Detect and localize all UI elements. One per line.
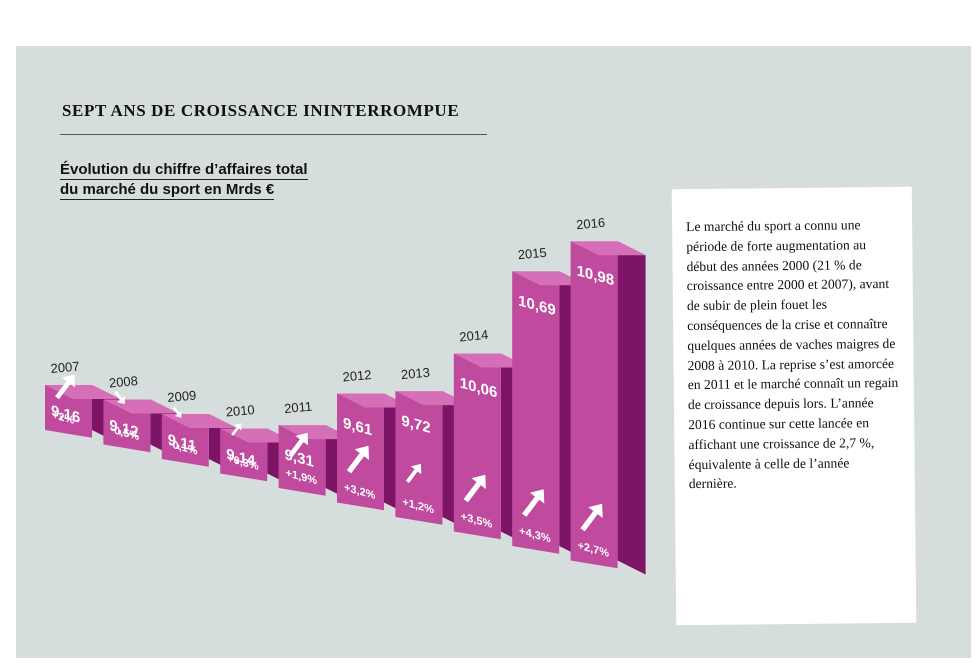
bar-top-face: [220, 428, 296, 443]
bar-year-label: 2015: [517, 245, 547, 262]
chart-subtitle-line-2: du marché du sport en Mrds €: [60, 181, 275, 200]
bar-year-label: 2013: [400, 365, 430, 382]
bar-year-label: 2010: [225, 402, 255, 419]
bar-year-label: 2012: [342, 367, 372, 384]
bar-top-face: [337, 393, 412, 408]
description-box: Le marché du sport a connu une période d…: [671, 186, 917, 626]
arrow-up-icon: [346, 445, 370, 474]
bar-front-face: [395, 391, 443, 525]
description-text: Le marché du sport a connu une période d…: [686, 217, 899, 492]
arrow-up-icon: [522, 489, 545, 517]
bar-top-face: [512, 271, 588, 286]
bar-top-face: [570, 241, 646, 256]
bars-layer: 20079,16+2%20089,12-0,5%20099,11-0,1%201…: [45, 215, 646, 575]
bar-year-label: 2008: [108, 373, 138, 390]
arrow-up-icon: [405, 463, 422, 484]
bar-year-label: 2011: [284, 399, 313, 416]
arrow-down-icon: [114, 390, 126, 405]
title-underline: [60, 134, 487, 135]
bar-front-face: [278, 425, 326, 496]
bar-year-label: 2009: [167, 388, 197, 405]
bar-top-face: [453, 353, 529, 368]
arrow-down-icon: [172, 406, 182, 418]
arrow-up-icon: [231, 423, 242, 436]
arrow-up-icon: [288, 432, 309, 457]
bar-front-face: [570, 241, 618, 569]
bar-year-label: 2016: [576, 215, 606, 232]
chart-title: SEPT ANS DE CROISSANCE ININTERROMPUE: [62, 101, 460, 120]
chart-subtitle: Évolution du chiffre d’affaires total du…: [60, 160, 308, 200]
arrow-up-icon: [463, 474, 486, 503]
bar-front-face: [453, 353, 501, 540]
bar-top-face: [395, 391, 471, 406]
bar-year-label: 2014: [459, 327, 489, 344]
bar-top-face: [278, 425, 354, 440]
bar-year-label: 2007: [50, 359, 80, 376]
arrow-up-icon: [55, 374, 76, 400]
bar-front-face: [512, 271, 560, 554]
arrow-up-icon: [580, 503, 603, 532]
bar-side-face: [617, 241, 646, 575]
